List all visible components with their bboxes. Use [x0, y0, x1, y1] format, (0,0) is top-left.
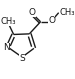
- Text: S: S: [19, 54, 25, 63]
- Text: CH₃: CH₃: [0, 17, 16, 26]
- Text: N: N: [3, 43, 10, 52]
- Text: O: O: [29, 8, 36, 17]
- Text: O: O: [48, 16, 55, 25]
- Text: CH₃: CH₃: [59, 8, 75, 17]
